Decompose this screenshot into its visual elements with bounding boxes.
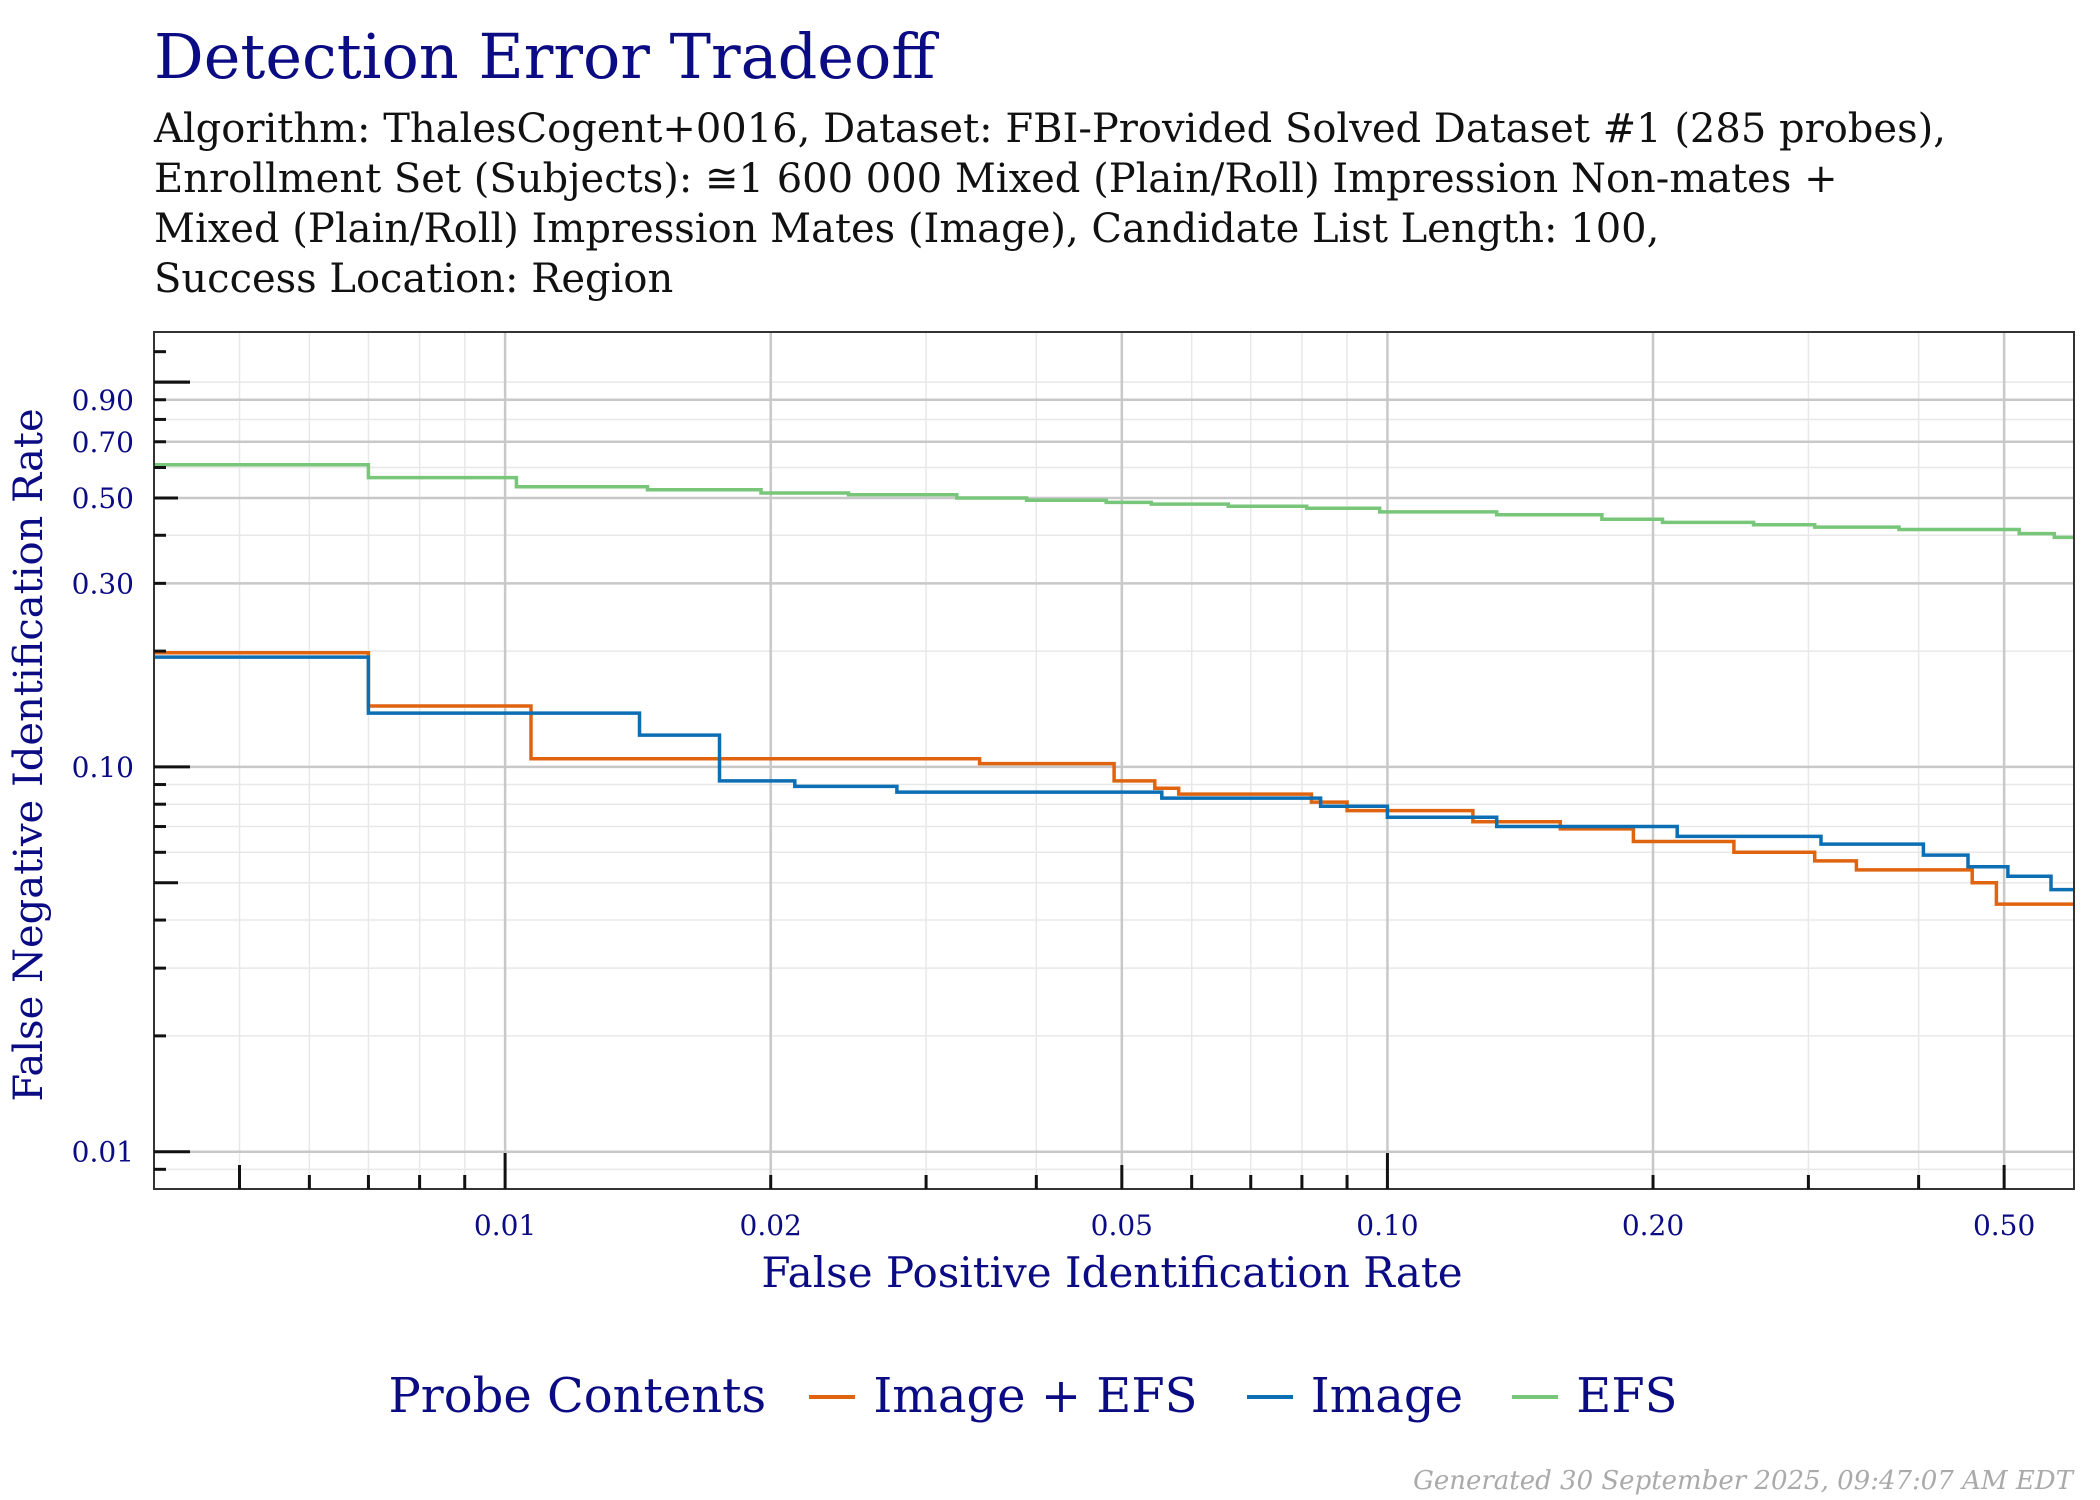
axis-ticks	[154, 350, 2006, 1189]
legend-swatch	[1512, 1394, 1559, 1399]
y-tick-label: 0.30	[72, 567, 134, 600]
plot-frame	[153, 331, 2075, 1190]
x-tick-label: 0.20	[1622, 1209, 1684, 1242]
x-tick-label: 0.02	[740, 1209, 802, 1242]
legend-swatch	[1246, 1394, 1293, 1399]
series-layer	[154, 463, 2074, 906]
subtitle-line: Success Location: Region	[154, 256, 674, 302]
chart-subtitle: Algorithm: ThalesCogent+0016, Dataset: F…	[154, 104, 1946, 304]
legend-label: Image + EFS	[873, 1368, 1198, 1424]
subtitle-line: Enrollment Set (Subjects): ≅1 600 000 Mi…	[154, 156, 1838, 202]
y-tick-label: 0.10	[72, 751, 134, 784]
legend-label: EFS	[1576, 1368, 1678, 1424]
y-tick-label: 0.90	[72, 384, 134, 417]
x-axis-label: False Positive Identification Rate	[761, 1248, 1462, 1297]
generated-timestamp: Generated 30 September 2025, 09:47:07 AM…	[1413, 1466, 2073, 1496]
y-tick-label: 0.50	[72, 482, 134, 515]
major-grid	[154, 332, 2074, 1189]
x-tick-label: 0.10	[1356, 1209, 1418, 1242]
x-tick-label: 0.05	[1091, 1209, 1153, 1242]
y-tick-label: 0.01	[72, 1136, 134, 1169]
legend-title: Probe Contents	[388, 1368, 767, 1424]
x-tick-label: 0.50	[1973, 1209, 2035, 1242]
legend-item-image: Image	[1246, 1368, 1464, 1424]
series-line-image-efs	[154, 651, 2074, 906]
series-line-image	[154, 655, 2074, 892]
subtitle-line: Mixed (Plain/Roll) Impression Mates (Ima…	[154, 206, 1660, 252]
legend-swatch	[809, 1394, 856, 1399]
y-tick-label: 0.70	[72, 426, 134, 459]
chart-title: Detection Error Tradeoff	[154, 20, 936, 93]
legend-item-image-efs: Image + EFS	[809, 1368, 1198, 1424]
y-axis-label: False Negative Identification Rate	[6, 408, 52, 1101]
series-line-efs	[154, 463, 2074, 540]
legend-item-efs: EFS	[1512, 1368, 1678, 1424]
legend: Probe Contents Image + EFS Image EFS	[0, 1368, 2100, 1424]
minor-grid	[154, 332, 2074, 1189]
tick-labels: 0.01 0.02 0.05 0.10 0.20 0.50 0.01 0.10 0.30 0.50…	[72, 384, 2036, 1242]
x-tick-label: 0.01	[474, 1209, 536, 1242]
legend-label: Image	[1310, 1368, 1464, 1424]
subtitle-line: Algorithm: ThalesCogent+0016, Dataset: F…	[154, 106, 1946, 152]
